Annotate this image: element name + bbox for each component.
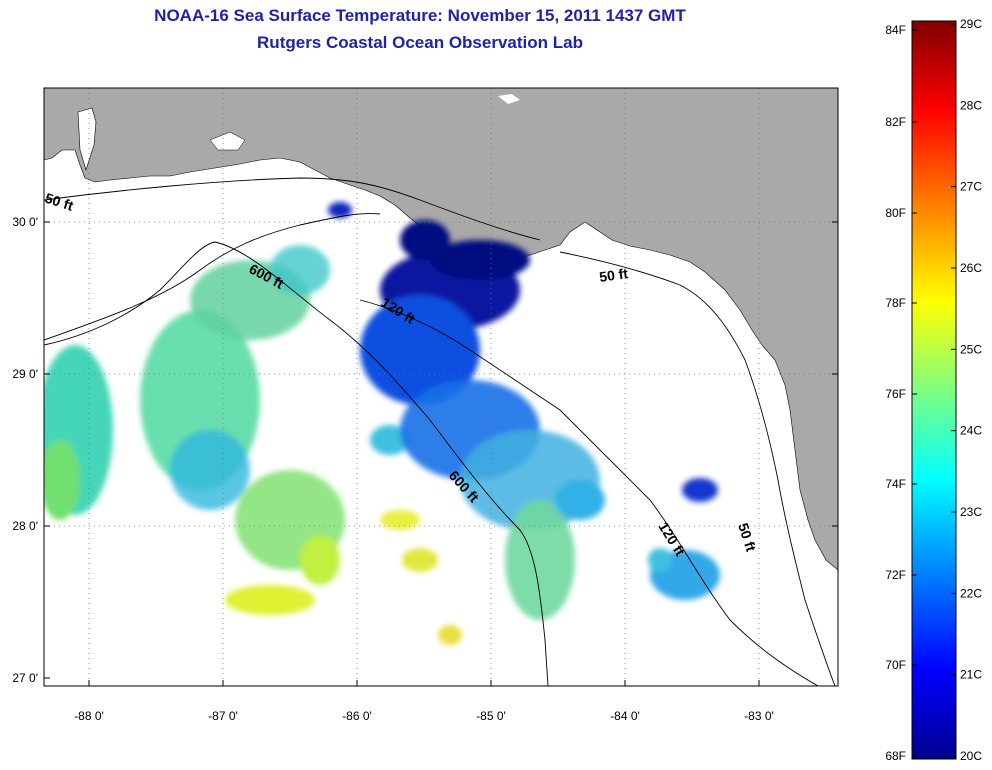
lon-label-88: -88 0' (74, 709, 104, 723)
mobile-bay (77, 107, 97, 172)
tampa-bay (780, 520, 806, 590)
contour-label-50ft-east: 50 ft (598, 265, 629, 285)
bay-patch (209, 131, 246, 151)
lon-label-87: -87 0' (208, 709, 238, 723)
colorbar-c-label: 23C (960, 505, 982, 519)
sst-data-layer (44, 202, 720, 645)
colorbar-f-label: 84F (885, 23, 906, 37)
colorbar-f-label: 70F (885, 658, 906, 672)
colorbar-c-label: 20C (960, 749, 982, 763)
lon-label-85: -85 0' (476, 709, 506, 723)
map-title: NOAA-16 Sea Surface Temperature: Novembe… (154, 6, 686, 25)
lon-label-84: -84 0' (610, 709, 640, 723)
lake-patch (498, 94, 520, 104)
colorbar-f-label: 78F (885, 296, 906, 310)
plot-frame (43, 87, 839, 687)
lon-label-83: -83 0' (744, 709, 774, 723)
lat-label-28: 28 0' (12, 519, 38, 533)
lat-label-29: 29 0' (12, 367, 38, 381)
map-subtitle: Rutgers Coastal Ocean Observation Lab (257, 33, 583, 52)
colorbar-c-label: 26C (960, 261, 982, 275)
lat-label-27: 27 0' (12, 671, 38, 685)
colorbar (911, 20, 957, 760)
colorbar-c-label: 25C (960, 342, 982, 356)
colorbar-c-label: 29C (960, 17, 982, 31)
lon-label-86: -86 0' (342, 709, 372, 723)
colorbar-c-label: 24C (960, 424, 982, 438)
colorbar-celsius-ticks: 29C 28C 27C 26C 25C 24C 23C 22C 21C 20C (951, 17, 982, 763)
colorbar-f-label: 80F (885, 206, 906, 220)
colorbar-c-label: 21C (960, 668, 982, 682)
colorbar-c-label: 28C (960, 98, 982, 112)
colorbar-f-label: 68F (885, 749, 906, 763)
colorbar-f-label: 82F (885, 115, 906, 129)
colorbar-c-label: 27C (960, 180, 982, 194)
depth-contours (44, 177, 836, 686)
lat-label-30: 30 0' (12, 215, 38, 229)
colorbar-fahrenheit-ticks: 84F 82F 80F 78F 76F 74F 72F 70F 68F (885, 23, 917, 763)
colorbar-f-label: 76F (885, 387, 906, 401)
colorbar-f-label: 72F (885, 568, 906, 582)
tick-marks (44, 221, 838, 686)
colorbar-f-label: 74F (885, 477, 906, 491)
colorbar-c-label: 22C (960, 586, 982, 600)
